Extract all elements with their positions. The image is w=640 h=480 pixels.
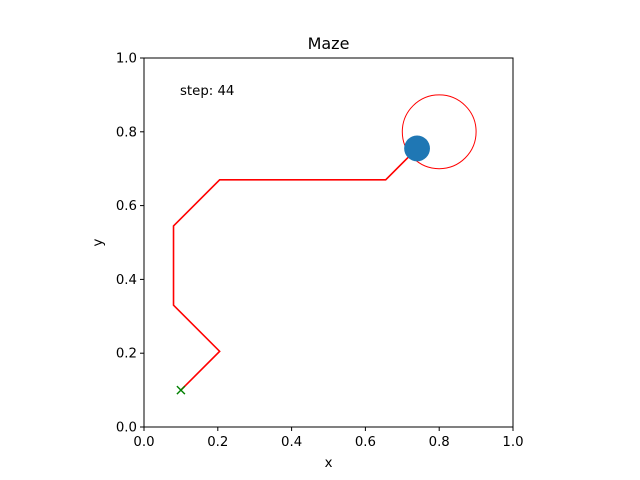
y-axis-label: y bbox=[91, 238, 106, 246]
x-tick-label: 0.8 bbox=[429, 435, 450, 450]
start-marker bbox=[176, 385, 186, 395]
y-axis-ticks: 0.0 0.2 0.4 0.6 0.8 1.0 bbox=[116, 52, 144, 436]
y-tick-label: 0.0 bbox=[116, 421, 137, 436]
x-tick-label: 1.0 bbox=[502, 435, 523, 450]
x-tick-label: 0.0 bbox=[133, 435, 154, 450]
step-counter: step: 44 bbox=[180, 84, 234, 99]
x-tick-label: 0.4 bbox=[281, 435, 302, 450]
goal-circle bbox=[401, 94, 477, 170]
y-tick-label: 0.6 bbox=[116, 199, 137, 214]
agent-path bbox=[172, 147, 418, 391]
axes-frame bbox=[143, 57, 514, 428]
y-tick-label: 0.2 bbox=[116, 347, 137, 362]
x-axis-ticks: 0.0 0.2 0.4 0.6 0.8 1.0 bbox=[133, 427, 524, 450]
start-marker-stroke bbox=[176, 385, 186, 395]
agent-dot bbox=[404, 135, 430, 162]
x-tick-label: 0.2 bbox=[207, 435, 228, 450]
plot-area bbox=[172, 94, 477, 395]
x-axis-label: x bbox=[325, 456, 333, 471]
chart-title: Maze bbox=[308, 34, 350, 53]
y-tick-label: 0.4 bbox=[116, 273, 137, 288]
y-tick-label: 0.8 bbox=[116, 125, 137, 140]
x-tick-label: 0.6 bbox=[355, 435, 376, 450]
y-tick-label: 1.0 bbox=[116, 52, 137, 67]
